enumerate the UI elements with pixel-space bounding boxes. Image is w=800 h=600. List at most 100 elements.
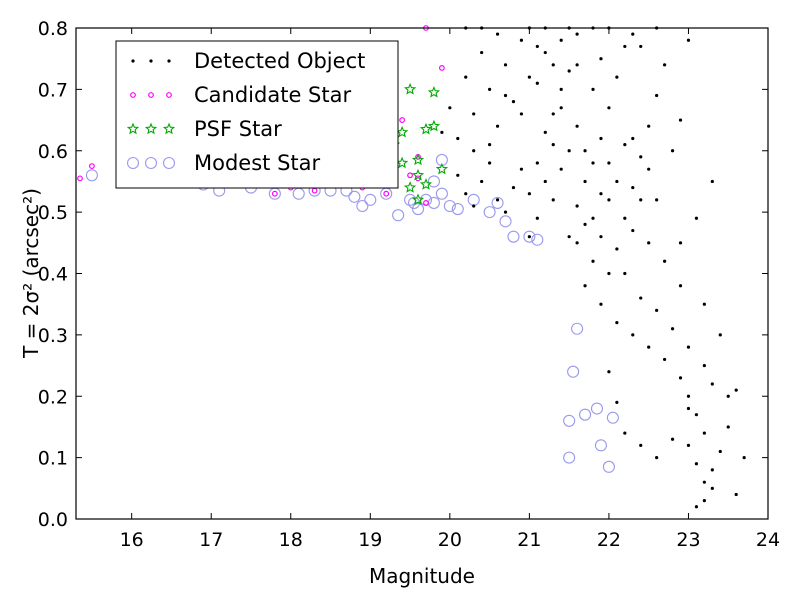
detected-object-point (726, 394, 730, 398)
detected-object-point (710, 486, 714, 490)
detected-object-point (607, 198, 611, 202)
psf-star-point (395, 156, 409, 169)
modest-star-point (348, 190, 361, 203)
candidate-star-point (311, 187, 318, 194)
modest-star-point (590, 402, 604, 415)
legend: Detected Object Candidate Star PSF Star … (115, 40, 399, 189)
detected-object-point (591, 216, 595, 220)
detected-object-point (694, 216, 699, 220)
detected-object-point (559, 87, 563, 91)
psf-star-point (419, 122, 433, 135)
y-tick-label: 0.2 (38, 386, 68, 408)
modest-star-point (443, 199, 456, 213)
modest-star-point (268, 187, 281, 200)
detected-object-point (543, 50, 547, 55)
detected-object-point (670, 437, 675, 441)
legend-marker-candidate-star (130, 92, 136, 98)
detected-object-point (583, 149, 587, 153)
detected-object-point (615, 400, 619, 404)
detected-object-point (535, 216, 539, 220)
legend-marker-modest-star (144, 156, 158, 170)
detected-object-point (464, 75, 468, 79)
legend-marker-modest-star (126, 156, 140, 170)
detected-object-point (710, 468, 714, 472)
detected-object-point (639, 155, 643, 159)
detected-object-point (647, 241, 651, 245)
detected-object-point (559, 106, 563, 110)
y-tick-label: 0.4 (38, 264, 68, 286)
points-layer (77, 25, 746, 509)
x-tick-label: 18 (279, 529, 303, 551)
detected-object-point (551, 112, 555, 116)
detected-object-point (599, 57, 603, 61)
x-tick-label: 19 (358, 529, 382, 551)
detected-object-point (686, 345, 691, 349)
detected-object-point (551, 198, 555, 202)
psf-star-point (403, 82, 417, 95)
psf-star-point (427, 119, 441, 132)
detected-object-point (543, 130, 547, 134)
detected-object-point (503, 93, 508, 98)
detected-object-point (456, 173, 460, 177)
detected-object-point (694, 462, 699, 466)
detected-object-point (678, 118, 683, 122)
legend-marker-detected-object (131, 59, 135, 63)
detected-object-point (480, 179, 484, 184)
detected-object-point (519, 38, 524, 42)
psf-star-point (395, 125, 409, 138)
x-tick-label: 20 (438, 529, 462, 551)
detected-object-point (503, 63, 508, 67)
detected-object-point (631, 136, 635, 141)
detected-object-point (519, 167, 524, 171)
detected-object-point (511, 185, 516, 190)
modest-star-point (292, 187, 305, 200)
detected-object-point (551, 143, 555, 147)
x-tick-label: 24 (756, 529, 780, 551)
detected-object-point (702, 431, 706, 435)
detected-object-point (488, 161, 492, 165)
detected-object-point (639, 198, 643, 202)
detected-object-point (519, 112, 524, 116)
detected-object-point (623, 216, 627, 220)
detected-object-point (607, 271, 611, 276)
legend-marker-psf-star (144, 122, 158, 135)
modest-star-point (467, 193, 480, 206)
detected-object-point (472, 112, 476, 116)
x-tick-label: 17 (199, 529, 223, 551)
detected-object-point (575, 32, 579, 36)
detected-object-point (702, 363, 706, 368)
detected-object-point (567, 69, 571, 73)
detected-object-point (495, 124, 500, 128)
detected-object-point (591, 259, 595, 263)
detected-object-point (599, 136, 603, 141)
candidate-star-point (77, 175, 83, 182)
y-tick-label: 0.0 (38, 509, 68, 531)
detected-object-point (472, 149, 476, 153)
legend-label-candidate: Candidate Star (194, 83, 351, 107)
detected-object-point (543, 179, 547, 184)
detected-object-point (480, 50, 484, 55)
detected-object-point (464, 192, 468, 196)
modest-star-point (523, 230, 536, 243)
detected-object-point (639, 296, 643, 300)
detected-object-point (702, 498, 706, 503)
detected-object-point (615, 247, 619, 251)
modest-star-point (483, 206, 496, 219)
modest-star-point (571, 322, 584, 335)
modest-star-point (579, 408, 592, 421)
legend-label-modest: Modest Star (194, 151, 320, 175)
y-tick-label: 0.5 (38, 202, 68, 224)
detected-object-point (535, 81, 539, 85)
detected-object-point (575, 124, 579, 128)
detected-object-point (655, 198, 659, 202)
detected-object-point (726, 425, 730, 429)
detected-object-point (527, 235, 531, 239)
detected-object-point (599, 192, 603, 196)
detected-object-point (694, 505, 699, 509)
modest-star-point (563, 414, 576, 427)
detected-object-point (647, 167, 651, 171)
detected-object-point (686, 406, 691, 411)
detected-object-point (511, 100, 516, 104)
detected-object-point (631, 228, 635, 233)
detected-object-point (607, 106, 611, 110)
